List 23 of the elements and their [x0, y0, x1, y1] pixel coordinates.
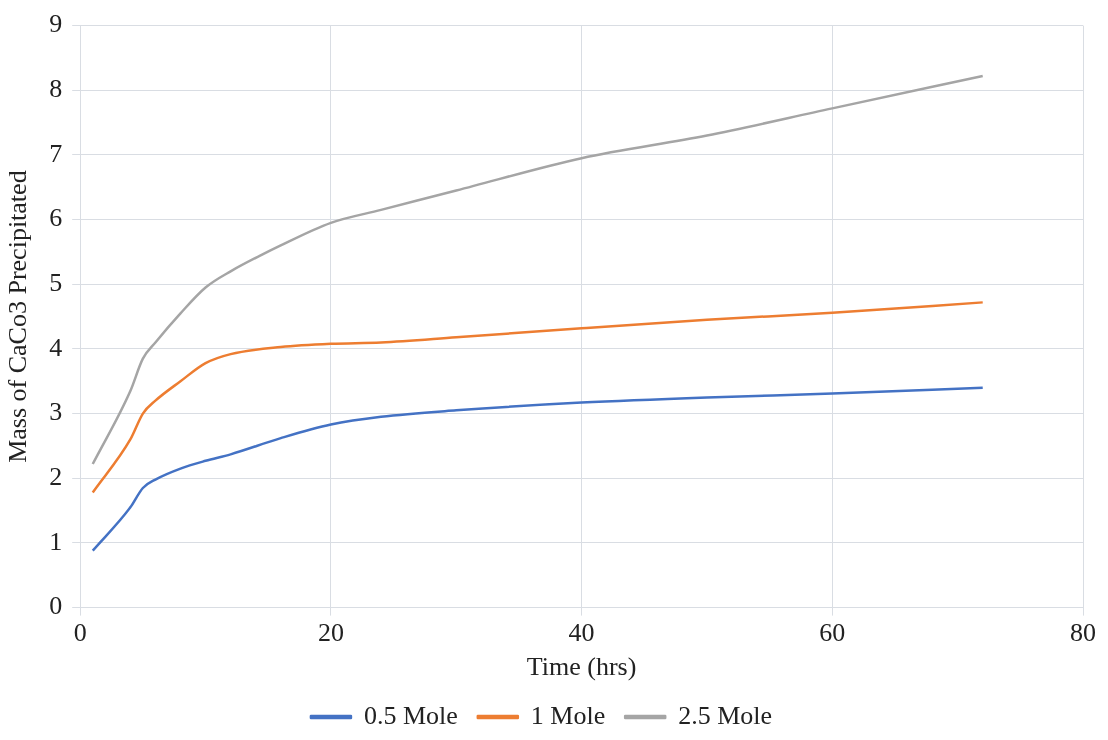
y-tick-label: 4: [49, 332, 63, 362]
y-tick-label: 1: [49, 526, 63, 556]
y-tick-label: 5: [49, 268, 63, 298]
y-axis-title: Mass of CaCo3 Precipitated: [3, 170, 33, 463]
x-tick-label: 80: [1070, 618, 1096, 648]
y-tick-label: 0: [49, 591, 63, 621]
x-tick-label: 0: [73, 618, 87, 648]
y-tick-label: 7: [49, 138, 63, 168]
line-series: [91, 386, 984, 552]
x-axis-title: Time (hrs): [526, 652, 637, 682]
legend-label: 2.5 Mole: [678, 700, 773, 730]
line-series: [91, 301, 984, 494]
legend-label: 1 Mole: [530, 700, 606, 730]
y-tick-label: 3: [49, 397, 63, 427]
y-tick-label: 9: [49, 9, 63, 39]
x-tick-label: 60: [819, 618, 846, 648]
line-series: [91, 74, 984, 466]
x-tick-label: 40: [568, 618, 595, 648]
legend-label: 0.5 Mole: [363, 700, 458, 730]
y-tick-label: 8: [49, 74, 63, 104]
y-tick-label: 6: [49, 203, 63, 233]
y-tick-label: 2: [49, 462, 63, 492]
x-tick-label: 20: [317, 618, 344, 648]
